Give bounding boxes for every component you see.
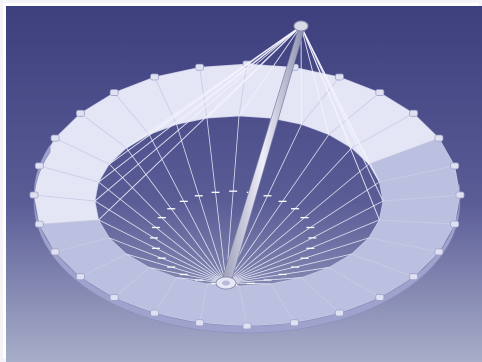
reflector-panels xyxy=(33,63,461,327)
tie-rod xyxy=(98,181,227,284)
support-cable xyxy=(206,25,302,119)
rim-bracket xyxy=(455,191,465,199)
tie-rod xyxy=(225,253,352,284)
support-cable xyxy=(300,25,384,202)
rim-bracket xyxy=(34,220,44,228)
rim-bracket xyxy=(195,319,205,327)
rim-brackets xyxy=(29,60,465,330)
reflector-model[interactable] xyxy=(6,6,482,362)
tie-rod xyxy=(225,134,330,284)
rim-bracket xyxy=(450,162,460,170)
tie-rod xyxy=(148,134,227,284)
tie-rod xyxy=(176,124,227,284)
rim-bracket xyxy=(409,273,418,281)
rim-bracket xyxy=(150,73,159,81)
tie-rod xyxy=(98,219,227,284)
tie-rod xyxy=(108,163,227,284)
support-cable xyxy=(238,25,302,117)
support-cable xyxy=(300,25,380,183)
tie-rod xyxy=(225,219,380,284)
rim-bracket xyxy=(150,309,159,317)
rim-bracket xyxy=(109,294,119,301)
rim-bracket xyxy=(375,294,385,301)
rim-bracket xyxy=(242,322,252,330)
rim-bracket xyxy=(109,89,119,96)
tie-rod xyxy=(225,267,329,284)
support-cable xyxy=(300,25,330,135)
rim-bracket xyxy=(450,220,460,228)
rim-bracket xyxy=(50,134,60,142)
tie-rod xyxy=(225,163,369,284)
tie-rod xyxy=(225,200,384,284)
rim-bracket xyxy=(434,134,444,142)
tie-rod xyxy=(94,200,227,284)
rim-bracket xyxy=(335,309,344,317)
hub-core xyxy=(222,280,230,286)
rim-bracket xyxy=(195,63,205,71)
rim-bracket xyxy=(34,162,44,170)
rim-bracket xyxy=(29,191,39,199)
rim-bracket xyxy=(76,273,85,281)
support-cable xyxy=(94,25,302,202)
support-cable xyxy=(148,25,302,135)
reflector-panel xyxy=(199,283,248,327)
tie-rod xyxy=(109,237,227,284)
rim-bracket xyxy=(335,73,344,81)
rim-bracket xyxy=(375,89,385,96)
rim-bracket xyxy=(50,248,60,256)
mast-top-cap xyxy=(293,20,309,32)
tie-rod xyxy=(225,181,380,284)
rim-bracket xyxy=(409,109,418,117)
rim-bracket xyxy=(289,319,299,327)
3d-viewport[interactable] xyxy=(6,6,482,362)
tie-rod xyxy=(225,147,352,284)
support-cable xyxy=(300,25,352,149)
tie-rod xyxy=(225,115,240,284)
tie-rod xyxy=(126,147,227,284)
tie-rod xyxy=(225,237,369,284)
tie-rod xyxy=(126,253,227,284)
hub-icon xyxy=(215,276,237,290)
rim-bracket xyxy=(76,109,85,117)
support-cable xyxy=(176,25,302,125)
tie-rod xyxy=(206,118,227,284)
tie-rod xyxy=(149,267,227,284)
rim-bracket xyxy=(434,248,444,256)
